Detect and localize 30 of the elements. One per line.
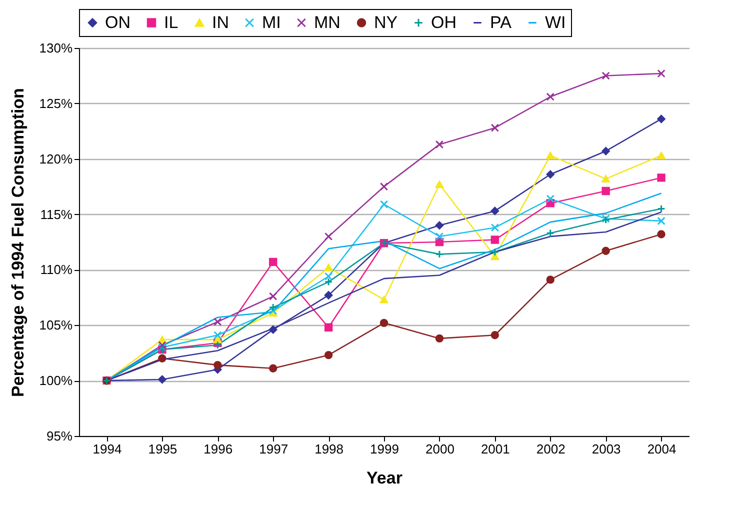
y-axis-title: Percentage of 1994 Fuel Consumption xyxy=(8,88,28,397)
x-tick-label: 1999 xyxy=(370,442,399,456)
x-tick-label: 2004 xyxy=(647,442,676,456)
x-tick-label: 1997 xyxy=(259,442,288,456)
x-tick-label: 2002 xyxy=(536,442,566,456)
legend-label: IN xyxy=(212,12,229,32)
y-tick-label: 110% xyxy=(40,262,73,278)
x-tick-label: 2003 xyxy=(592,442,621,456)
y-tick-label: 130% xyxy=(39,40,73,56)
legend-label: WI xyxy=(545,12,566,32)
y-tick-label: 125% xyxy=(39,96,73,111)
legend-label: ON xyxy=(105,12,130,32)
x-tick-label: 1994 xyxy=(92,442,122,456)
legend-label: OH xyxy=(431,12,456,32)
x-axis-title: Year xyxy=(366,468,403,488)
y-tick-label: 120% xyxy=(39,151,73,166)
y-tick-label: 115% xyxy=(40,206,73,222)
legend-label: PA xyxy=(490,12,512,32)
x-tick-label: 1998 xyxy=(314,442,344,456)
y-tick-label: 95% xyxy=(46,428,73,444)
y-tick-label: 105% xyxy=(39,318,73,333)
legend-label: MN xyxy=(314,12,340,32)
x-tick-label: 2000 xyxy=(425,442,454,456)
legend-label: MI xyxy=(262,12,281,32)
x-tick-label: 1995 xyxy=(148,442,178,456)
legend-label: NY xyxy=(374,12,398,32)
x-tick-label: 1996 xyxy=(204,442,233,456)
x-tick-label: 2001 xyxy=(480,442,510,456)
legend-label: IL xyxy=(164,12,178,32)
y-tick-label: 100% xyxy=(39,373,73,388)
